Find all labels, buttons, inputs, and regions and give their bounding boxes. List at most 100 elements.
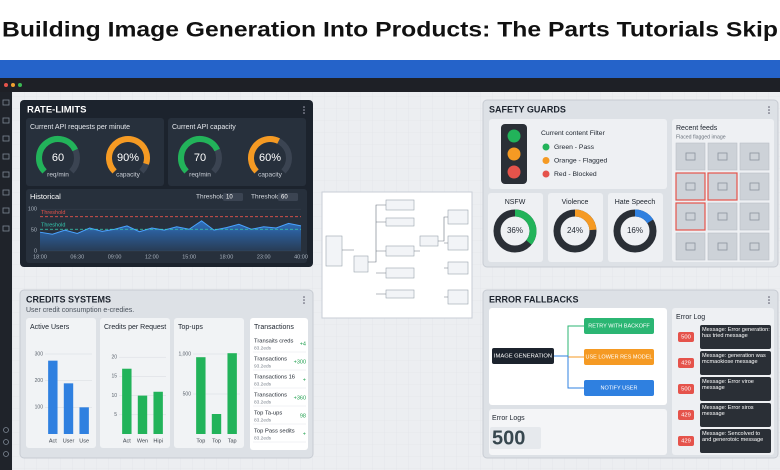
- gauge-arc: [36, 136, 78, 174]
- diagram-node: [385, 289, 415, 299]
- error-message: Message: Error generation: has tried mes…: [702, 326, 770, 339]
- panel-title: ERROR FALLBACKS: [489, 294, 579, 304]
- y-tick-label: 5: [114, 412, 117, 418]
- y-tick-label: 100: [35, 405, 44, 411]
- filter-dot: [542, 170, 550, 178]
- x-tick-label: 06:30: [70, 254, 84, 260]
- x-tick-label: 40:00: [294, 254, 308, 260]
- chart-card: [26, 318, 96, 448]
- thumbnail[interactable]: [675, 232, 706, 261]
- thumbnail[interactable]: [707, 172, 738, 201]
- menu-dot: [768, 112, 770, 114]
- thumbnail[interactable]: [707, 202, 738, 231]
- x-tick-label: Top: [196, 438, 205, 444]
- error-message-wrap: Message: generation was mcmaokiose messa…: [702, 352, 766, 365]
- gauge-arc: [178, 136, 220, 174]
- threshold-input[interactable]: [278, 193, 298, 201]
- donut-label: 16%: [627, 226, 643, 235]
- thumbnail[interactable]: [739, 142, 770, 171]
- x-tick-label: Wen: [137, 438, 148, 444]
- menu-dot: [303, 296, 305, 298]
- menu-dot: [768, 299, 770, 301]
- x-tick-label: Top: [212, 438, 221, 444]
- error-message: Message: generation was mcmaokiose messa…: [702, 352, 766, 365]
- thumbnail-icon: [749, 212, 760, 221]
- sidebar-icon: [3, 451, 9, 457]
- threshold-input[interactable]: [223, 193, 243, 201]
- transaction-name: Transactions: [254, 357, 287, 363]
- bar: [63, 383, 74, 434]
- error-message-box: [700, 377, 771, 401]
- error-message-wrap: Message: Error viroe message: [702, 379, 754, 391]
- x-tick-label: 15:00: [182, 254, 196, 260]
- menu-dot: [768, 302, 770, 304]
- panel-title: SAFETY GUARDS: [489, 104, 566, 114]
- sidebar-icon: [2, 171, 10, 178]
- x-tick-label: Act: [49, 438, 57, 444]
- error-count-box: [490, 427, 541, 449]
- flow-target-label: RETRY WITH BACKOFF: [588, 323, 650, 329]
- thumbnail[interactable]: [739, 172, 770, 201]
- donut-title: Hate Speech: [615, 199, 656, 206]
- error-code-badge: [678, 410, 694, 420]
- x-tick-label: 18:00: [220, 254, 234, 260]
- donut-arc: [514, 209, 537, 245]
- x-tick-label: 18:00: [33, 254, 47, 260]
- transaction-amount: +300: [294, 359, 306, 365]
- recent-title: Recent feeds: [676, 125, 718, 132]
- flow-target: [584, 318, 654, 334]
- panel-title: CREDITS SYSTEMS: [26, 294, 111, 304]
- thumbnail[interactable]: [739, 232, 770, 261]
- flow-target: [584, 380, 654, 396]
- thumbnail-icon: [685, 242, 696, 251]
- diagram-node: [385, 245, 415, 257]
- x-tick-label: Hipi: [153, 438, 162, 444]
- thumbnail-icon: [749, 152, 760, 161]
- thumbnail[interactable]: [675, 202, 706, 231]
- donut-label: 24%: [567, 226, 583, 235]
- y-tick-label: 1,000: [178, 351, 191, 357]
- threshold-input-label: Threshold: [196, 194, 225, 201]
- error-logs-title: Error Logs: [492, 415, 525, 422]
- diagram-node: [447, 209, 469, 225]
- error-message-wrap: Message: Error generation: has tried mes…: [702, 326, 770, 339]
- sidebar-icon: [2, 135, 10, 142]
- traffic-lamp: [507, 129, 521, 143]
- transaction-name: Transaits creds: [254, 339, 294, 345]
- diagram-node: [325, 235, 343, 267]
- menu-dot: [303, 109, 305, 111]
- flow-target-label: NOTIFY USER: [601, 385, 638, 391]
- sidebar-icon: [3, 439, 9, 445]
- sidebar-icon: [2, 207, 10, 214]
- thumbnail[interactable]: [739, 202, 770, 231]
- transaction-amount: +: [303, 377, 306, 383]
- transaction-amount: 98: [300, 413, 306, 419]
- transaction-name: Transactions: [254, 393, 287, 399]
- y-tick-label: 20: [111, 355, 117, 361]
- error-code: 429: [681, 361, 691, 367]
- traffic-lamp: [507, 147, 521, 161]
- filter-card: [489, 119, 667, 189]
- error-message-box: [700, 351, 771, 375]
- thumbnail[interactable]: [675, 172, 706, 201]
- flow-source: [492, 348, 554, 364]
- transaction-name: Top Ta-ups: [254, 411, 282, 417]
- thumbnail-icon: [717, 182, 728, 191]
- thumbnail-icon: [685, 212, 696, 221]
- gauge-value: 70: [194, 152, 206, 164]
- error-message-wrap: Message: Error siros message: [702, 405, 754, 417]
- thumbnail-icon: [749, 242, 760, 251]
- menu-dot: [768, 106, 770, 108]
- filter-label: Red - Blocked: [554, 171, 597, 178]
- thumbnail[interactable]: [707, 142, 738, 171]
- bar: [211, 414, 222, 434]
- error-code: 429: [681, 413, 691, 419]
- gauge-unit: capacity: [116, 172, 141, 179]
- error-code: 500: [681, 387, 691, 393]
- thumbnail[interactable]: [675, 142, 706, 171]
- menu-dot: [303, 302, 305, 304]
- threshold-input-label: Threshold: [251, 194, 280, 201]
- transactions-title: Transactions: [254, 324, 294, 331]
- thumbnail[interactable]: [707, 232, 738, 261]
- filter-dot: [542, 157, 550, 164]
